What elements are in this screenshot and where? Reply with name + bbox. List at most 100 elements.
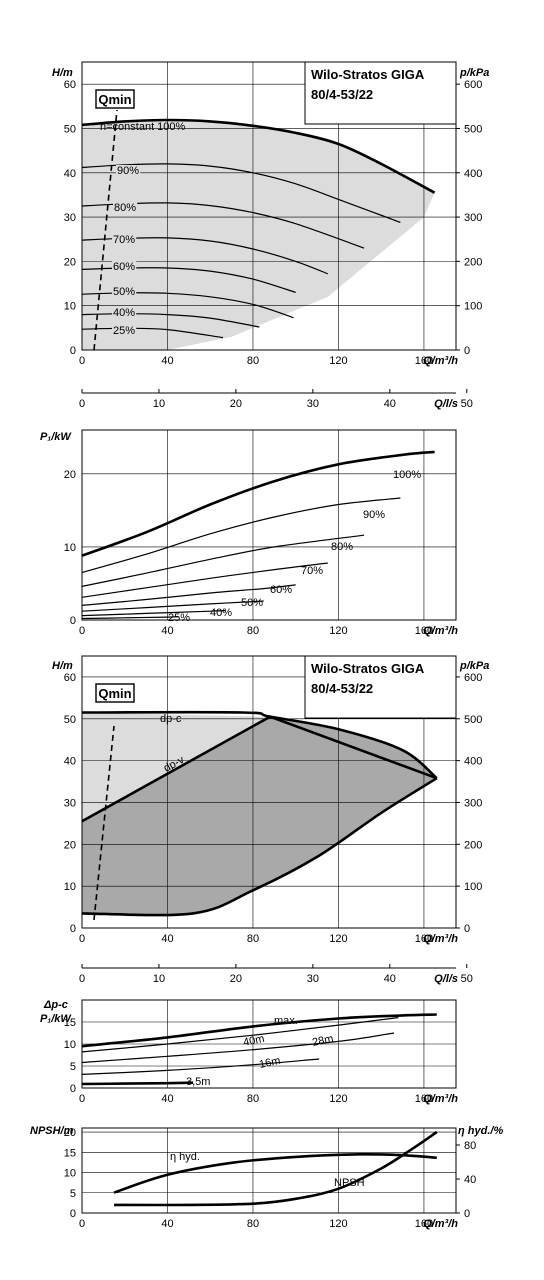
- control-power-curve-3-5m: [81, 1081, 194, 1086]
- secondary-x-tick-label: 40: [384, 398, 396, 410]
- x-tick-label: 120: [329, 1218, 347, 1230]
- right-tick-label: 300: [464, 212, 482, 224]
- x-tick-label: 40: [161, 355, 173, 367]
- right-tick-label: 300: [464, 797, 482, 809]
- y-tick-label: 50: [64, 123, 76, 135]
- secondary-x-tick-label: 0: [79, 398, 85, 410]
- qmin-label: Qmin: [98, 686, 131, 701]
- power-curve-25-: [81, 616, 179, 620]
- y-axis-label-line2: P₁/kW: [40, 1013, 72, 1025]
- plot-frame: [81, 1127, 457, 1214]
- y-tick-label: 10: [64, 1039, 76, 1051]
- y-tick-label: 5: [70, 1061, 76, 1073]
- curve-40-: [81, 313, 260, 328]
- y-tick-label: 50: [64, 714, 76, 726]
- right-tick-label: 200: [464, 839, 482, 851]
- control-power-curve-16m: [81, 1058, 320, 1075]
- y-axis-label: NPSH/m: [30, 1125, 74, 1137]
- x-tick-label: 120: [329, 1093, 347, 1105]
- right-axis-label: η hyd./%: [458, 1125, 503, 1137]
- right-tick-label: 500: [464, 714, 482, 726]
- qmin-line: [93, 725, 115, 921]
- y-tick-label: 5: [70, 1188, 76, 1200]
- label-backdrop: [112, 234, 137, 246]
- power-curve-label: 90%: [363, 509, 385, 521]
- secondary-x-tick-label: 0: [79, 973, 85, 985]
- power-curve-50-: [81, 600, 264, 612]
- power-curve-label: 70%: [301, 565, 323, 577]
- y-axis-label: H/m: [52, 660, 73, 672]
- x-tick-label: 40: [161, 933, 173, 945]
- right-tick-label: 600: [464, 672, 482, 684]
- label-backdrop: [113, 202, 138, 214]
- y-tick-label: 0: [70, 615, 76, 627]
- power-curve-90-: [81, 497, 401, 574]
- power-curve-label: 60%: [270, 584, 292, 596]
- x-tick-label: 0: [79, 1093, 85, 1105]
- plot-frame: [81, 429, 457, 621]
- right-tick-label: 100: [464, 301, 482, 313]
- title-line2: 80/4-53/22: [311, 681, 373, 696]
- x-tick-label: 0: [79, 625, 85, 637]
- y-axis-label-line1: Δp-c: [43, 999, 68, 1011]
- secondary-x-axis-label: Q/l/s: [434, 398, 458, 410]
- y-tick-label: 0: [70, 345, 76, 357]
- control-power-curve-max-: [81, 1013, 437, 1048]
- curve-label: 50%: [113, 286, 135, 298]
- title-box: [304, 655, 457, 719]
- efficiency-curve: [113, 1152, 437, 1194]
- title-line1: Wilo-Stratos GIGA: [311, 661, 425, 676]
- x-tick-label: 80: [247, 625, 259, 637]
- power-curve-label: 40%: [210, 607, 232, 619]
- qmin-box: [95, 683, 135, 703]
- label-backdrop: [112, 307, 137, 319]
- x-tick-label: 80: [247, 933, 259, 945]
- x-tick-label: 80: [247, 1093, 259, 1105]
- x-tick-label: 120: [329, 355, 347, 367]
- secondary-x-tick-label: 50: [461, 398, 473, 410]
- power-control-chart: 0 40 80 120 160 0 5 10 15 Q/m³/h Δp-c P₁/kW max. 40m 2…: [40, 999, 458, 1105]
- x-axis-label: Q/m³/h: [423, 1218, 458, 1230]
- x-tick-label: 0: [79, 1218, 85, 1230]
- control-power-label: 3,5m: [186, 1076, 210, 1088]
- curve-label: 60%: [113, 261, 135, 273]
- plot-frame: [81, 655, 457, 929]
- right-tick-label: 200: [464, 256, 482, 268]
- hq-speed-chart: 0 40 80 120 1600102030405060Q/m³/h0100200300…: [52, 61, 489, 410]
- power-curve-60-: [81, 584, 296, 606]
- secondary-x-tick-label: 50: [461, 973, 473, 985]
- right-axis-label: p/kPa: [459, 67, 489, 79]
- x-tick-label: 160: [415, 355, 433, 367]
- right-tick-label: 600: [464, 79, 482, 91]
- y-tick-label: 10: [64, 881, 76, 893]
- secondary-x-tick-label: 40: [384, 973, 396, 985]
- x-axis-label: Q/m³/h: [423, 625, 458, 637]
- secondary-x-tick-label: 10: [153, 398, 165, 410]
- curve-90-: [81, 163, 401, 223]
- y-tick-label: 0: [70, 923, 76, 935]
- y-tick-label: 20: [64, 839, 76, 851]
- x-tick-label: 160: [415, 933, 433, 945]
- x-axis-label: Q/m³/h: [423, 355, 458, 367]
- npsh-efficiency-chart: 0 40 80 120 160 0 5 10 15 20 Q/m³/h 0 40 80 NPSH/m η hy…: [30, 1125, 503, 1230]
- npsh-label: NPSH: [334, 1177, 365, 1189]
- right-tick-label: 400: [464, 168, 482, 180]
- x-tick-label: 80: [247, 355, 259, 367]
- power-curve-label: 50%: [241, 597, 263, 609]
- power-curve-70-: [81, 562, 328, 598]
- x-axis-label: Q/m³/h: [423, 933, 458, 945]
- secondary-x-tick-label: 20: [230, 398, 242, 410]
- power-curve-label: 100%: [393, 469, 421, 481]
- right-tick-label: 80: [464, 1140, 476, 1152]
- right-tick-label: 0: [464, 923, 470, 935]
- y-tick-label: 20: [64, 256, 76, 268]
- dp-v-range-fill: [82, 716, 437, 916]
- label-backdrop: [112, 325, 137, 337]
- y-tick-label: 60: [64, 672, 76, 684]
- label-backdrop: [116, 165, 141, 177]
- right-tick-label: 40: [464, 1174, 476, 1186]
- secondary-x-axis-label: Q/l/s: [434, 973, 458, 985]
- x-tick-label: 40: [161, 625, 173, 637]
- secondary-x-tick-label: 20: [230, 973, 242, 985]
